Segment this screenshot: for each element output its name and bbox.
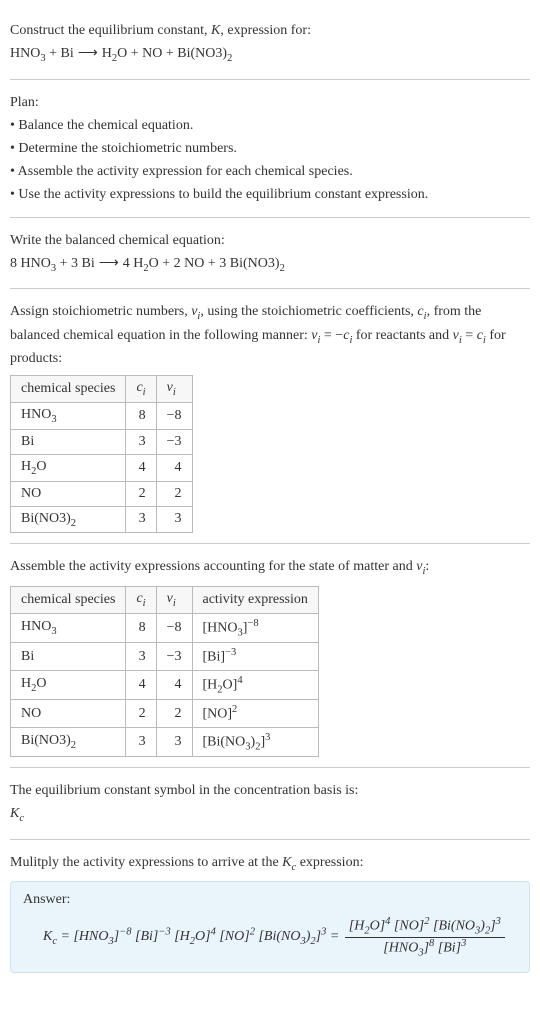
cell: H2O: [11, 454, 126, 481]
cell: 3: [156, 506, 192, 533]
th-species: chemical species: [11, 586, 126, 613]
table-row: HNO38−8[HNO3]−8: [11, 613, 319, 642]
th-species: chemical species: [11, 376, 126, 403]
table-row: Bi3−3[Bi]−3: [11, 643, 319, 671]
table-header-row: chemical species ci νi: [11, 376, 193, 403]
cell: 2: [156, 700, 192, 728]
frac-numerator: [H2O]4 [NO]2 [Bi(NO3)2]3: [345, 916, 505, 937]
th-vi: νi: [156, 376, 192, 403]
cell: Bi(NO3)2: [11, 506, 126, 533]
symbol-line1: The equilibrium constant symbol in the c…: [10, 780, 530, 801]
symbol-kc: Kc: [10, 803, 530, 827]
cell: [H2O]4: [192, 670, 318, 699]
cell: 2: [126, 481, 156, 506]
balanced-equation: 8 HNO3 + 3 Bi⟶4 H2O + 2 NO + 3 Bi(NO3)2: [10, 253, 530, 277]
plan-item: • Balance the chemical equation.: [10, 115, 530, 136]
table-row: Bi(NO3)233: [11, 506, 193, 533]
table-row: NO22[NO]2: [11, 700, 319, 728]
cell: 4: [156, 670, 192, 699]
answer-equation: Kc = [HNO3]−8 [Bi]−3 [H2O]4 [NO]2 [Bi(NO…: [43, 916, 517, 958]
balanced-title: Write the balanced chemical equation:: [10, 230, 530, 251]
assign-section: Assign stoichiometric numbers, νi, using…: [10, 289, 530, 544]
cell: Bi(NO3)2: [11, 727, 126, 756]
cell: 4: [126, 454, 156, 481]
cell: 8: [126, 402, 156, 429]
multiply-title: Mulitply the activity expressions to arr…: [10, 852, 530, 876]
cell: [NO]2: [192, 700, 318, 728]
cell: 3: [156, 727, 192, 756]
th-ci: ci: [126, 376, 156, 403]
plan-item: • Determine the stoichiometric numbers.: [10, 138, 530, 159]
plan-item: • Assemble the activity expression for e…: [10, 161, 530, 182]
table-row: Bi3−3: [11, 429, 193, 454]
cell: 2: [126, 700, 156, 728]
table-row: HNO38−8: [11, 402, 193, 429]
cell: 8: [126, 613, 156, 642]
cell: 4: [126, 670, 156, 699]
cell: HNO3: [11, 613, 126, 642]
multiply-section: Mulitply the activity expressions to arr…: [10, 840, 530, 983]
cell: HNO3: [11, 402, 126, 429]
cell: [HNO3]−8: [192, 613, 318, 642]
cell: Bi: [11, 643, 126, 671]
activity-section: Assemble the activity expressions accoun…: [10, 544, 530, 768]
assign-text: Assign stoichiometric numbers, νi, using…: [10, 301, 530, 369]
cell: [Bi(NO3)2]3: [192, 727, 318, 756]
cell: NO: [11, 481, 126, 506]
table-row: NO22: [11, 481, 193, 506]
table-header-row: chemical species ci νi activity expressi…: [11, 586, 319, 613]
plan-title: Plan:: [10, 92, 530, 113]
frac-denominator: [HNO3]8 [Bi]3: [345, 938, 505, 958]
intro-section: Construct the equilibrium constant, K, e…: [10, 8, 530, 80]
intro-line1: Construct the equilibrium constant, K, e…: [10, 20, 530, 41]
cell: −8: [156, 613, 192, 642]
cell: 3: [126, 429, 156, 454]
th-ci: ci: [126, 586, 156, 613]
table-row: H2O44[H2O]4: [11, 670, 319, 699]
table-row: Bi(NO3)233[Bi(NO3)2]3: [11, 727, 319, 756]
answer-box: Answer: Kc = [HNO3]−8 [Bi]−3 [H2O]4 [NO]…: [10, 881, 530, 973]
cell: H2O: [11, 670, 126, 699]
cell: 4: [156, 454, 192, 481]
activity-title: Assemble the activity expressions accoun…: [10, 556, 530, 580]
cell: Bi: [11, 429, 126, 454]
th-activity: activity expression: [192, 586, 318, 613]
cell: [Bi]−3: [192, 643, 318, 671]
intro-equation: HNO3 + Bi⟶H2O + NO + Bi(NO3)2: [10, 43, 530, 67]
answer-title: Answer:: [23, 892, 517, 908]
cell: 3: [126, 643, 156, 671]
cell: 3: [126, 727, 156, 756]
assign-table: chemical species ci νi HNO38−8 Bi3−3 H2O…: [10, 375, 193, 533]
cell: −3: [156, 643, 192, 671]
plan-section: Plan: • Balance the chemical equation. •…: [10, 80, 530, 218]
cell: −8: [156, 402, 192, 429]
cell: NO: [11, 700, 126, 728]
cell: 3: [126, 506, 156, 533]
th-vi: νi: [156, 586, 192, 613]
activity-table: chemical species ci νi activity expressi…: [10, 586, 319, 757]
plan-item: • Use the activity expressions to build …: [10, 184, 530, 205]
table-row: H2O44: [11, 454, 193, 481]
symbol-section: The equilibrium constant symbol in the c…: [10, 768, 530, 840]
balanced-section: Write the balanced chemical equation: 8 …: [10, 218, 530, 290]
cell: 2: [156, 481, 192, 506]
cell: −3: [156, 429, 192, 454]
answer-fraction: [H2O]4 [NO]2 [Bi(NO3)2]3 [HNO3]8 [Bi]3: [345, 916, 505, 958]
